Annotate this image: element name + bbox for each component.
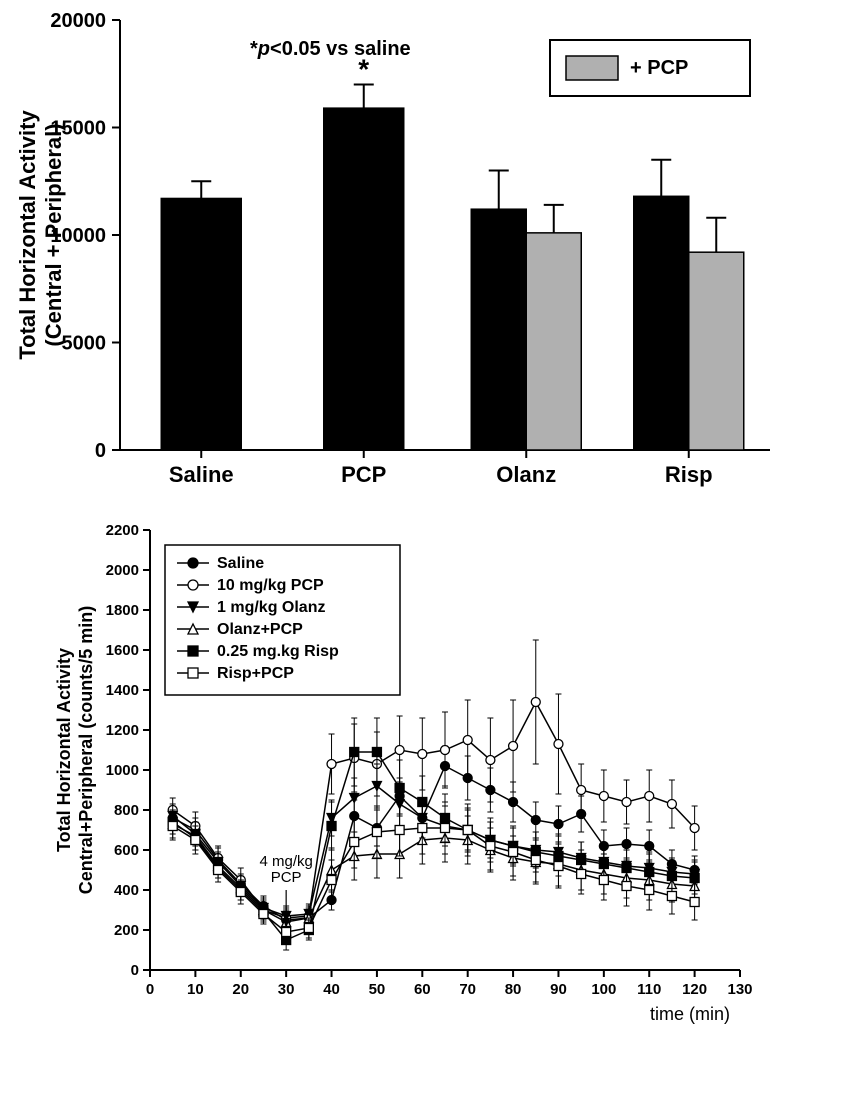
ytick-label: 1800 <box>106 602 139 619</box>
xtick-label: 90 <box>550 981 567 998</box>
significance-annotation: *p<0.05 vs saline <box>250 38 411 60</box>
ytick-label: 1600 <box>106 642 139 659</box>
category-label: PCP <box>341 462 386 487</box>
arrow-label-1: 4 mg/kg <box>259 853 312 870</box>
ytick-label: 1200 <box>106 722 139 739</box>
bar-chart: 05000100001500020000Total Horizontal Act… <box>0 0 863 510</box>
ytick-label: 2000 <box>106 562 139 579</box>
legend-item-label: Risp+PCP <box>217 665 294 682</box>
xtick-label: 60 <box>414 981 431 998</box>
legend-label: + PCP <box>630 57 688 79</box>
x-axis-label: time (min) <box>650 1004 730 1024</box>
legend-item-label: 10 mg/kg PCP <box>217 577 324 594</box>
xtick-label: 80 <box>505 981 522 998</box>
xtick-label: 50 <box>369 981 386 998</box>
y-axis-label-1: Total Horizontal Activity <box>15 110 40 360</box>
arrow-label-2: PCP <box>271 869 302 886</box>
bar <box>689 252 744 450</box>
ytick-label: 400 <box>114 882 139 899</box>
series-line <box>173 752 695 940</box>
xtick-label: 100 <box>591 981 616 998</box>
legend-swatch <box>566 56 618 80</box>
legend-item-label: 0.25 mg.kg Risp <box>217 643 339 660</box>
ytick-label: 0 <box>95 440 106 462</box>
y-axis-label-2: Central+Peripheral (counts/5 min) <box>76 606 96 895</box>
category-label: Risp <box>665 462 713 487</box>
ytick-label: 1400 <box>106 682 139 699</box>
bar <box>471 209 526 450</box>
xtick-label: 130 <box>727 981 752 998</box>
series-line <box>173 786 695 916</box>
bar <box>161 198 241 450</box>
xtick-label: 10 <box>187 981 204 998</box>
xtick-label: 120 <box>682 981 707 998</box>
figure-page: 05000100001500020000Total Horizontal Act… <box>0 0 863 1100</box>
category-label: Saline <box>169 462 234 487</box>
legend-item-label: Olanz+PCP <box>217 621 303 638</box>
category-label: Olanz <box>496 462 556 487</box>
ytick-label: 2200 <box>106 522 139 539</box>
y-axis-label-2: (Central + Peripheral) <box>41 123 66 346</box>
bar <box>324 108 404 450</box>
xtick-label: 40 <box>323 981 340 998</box>
y-axis-label-1: Total Horizontal Activity <box>54 648 74 852</box>
xtick-label: 70 <box>459 981 476 998</box>
legend-item-label: 1 mg/kg Olanz <box>217 599 325 616</box>
xtick-label: 20 <box>232 981 249 998</box>
series-line <box>173 824 695 922</box>
xtick-label: 0 <box>146 981 154 998</box>
bar <box>634 196 689 450</box>
ytick-label: 200 <box>114 922 139 939</box>
legend-item-label: Saline <box>217 555 264 572</box>
ytick-label: 1000 <box>106 762 139 779</box>
ytick-label: 20000 <box>50 10 106 32</box>
xtick-label: 110 <box>637 981 661 998</box>
series-line <box>173 826 695 932</box>
xtick-label: 30 <box>278 981 295 998</box>
ytick-label: 0 <box>131 962 139 979</box>
ytick-label: 800 <box>114 802 139 819</box>
bar <box>526 233 581 450</box>
ytick-label: 5000 <box>62 333 107 355</box>
ytick-label: 600 <box>114 842 139 859</box>
line-chart: 0200400600800100012001400160018002000220… <box>0 510 863 1100</box>
